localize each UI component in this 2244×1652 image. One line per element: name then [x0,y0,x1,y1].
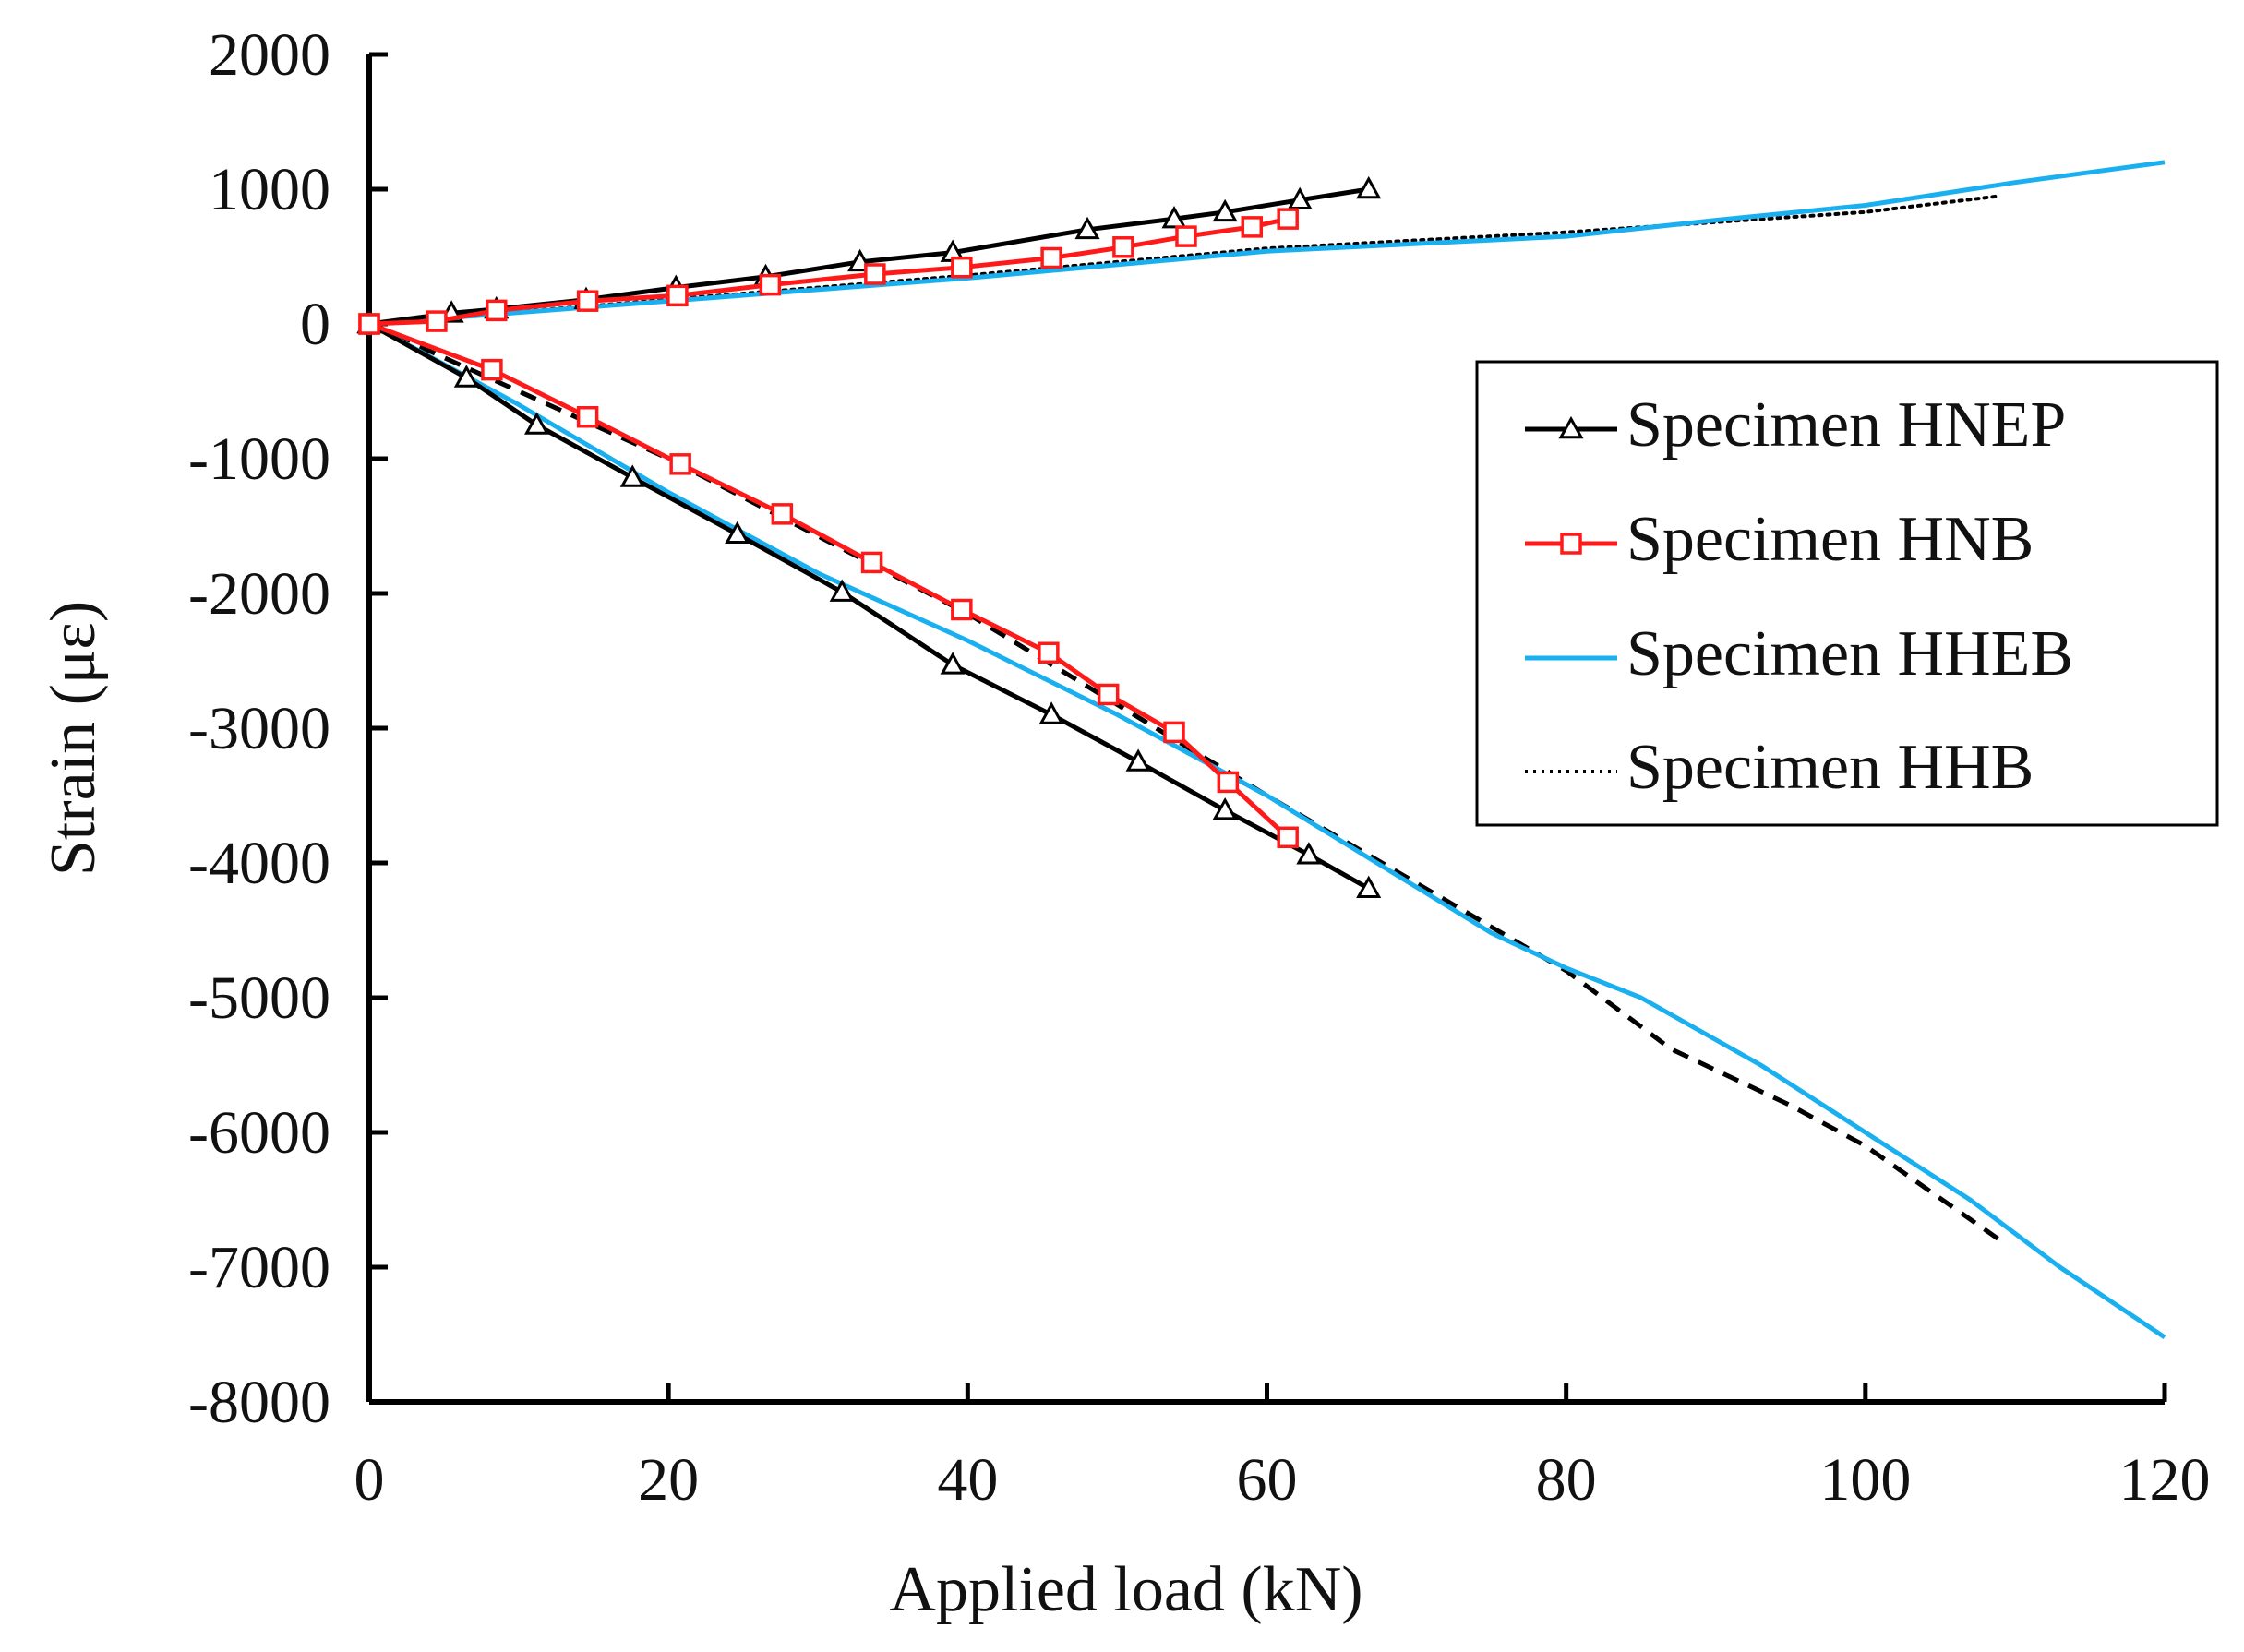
y-tick-label: -1000 [188,425,330,493]
data-point-marker [951,256,973,279]
data-point-marker [1212,796,1238,820]
data-point-marker [1296,842,1322,865]
legend-label-hhb: Specimen HHB [1626,732,2034,803]
x-axis-title: Applied load (kN) [889,1554,1362,1625]
data-point-marker [1277,826,1299,849]
data-point-marker [619,464,645,487]
data-point-marker [1038,641,1060,664]
data-point-marker [725,521,750,545]
series-line-branch-0 [367,321,2002,1242]
y-tick-label: -2000 [188,560,330,628]
legend: Specimen HNEP Specimen HNB Specimen HHEB… [1475,360,2219,827]
series-dashed-reference [367,321,2002,1242]
legend-label-hnep: Specimen HNEP [1626,389,2066,461]
data-point-marker [669,453,691,475]
x-tick-label: 80 [1536,1446,1597,1514]
data-point-marker [481,358,503,381]
data-point-marker [523,412,550,435]
data-point-marker [864,263,886,285]
data-point-marker [1112,236,1134,258]
y-tick-label: -5000 [188,964,330,1032]
y-tick-label: -3000 [188,695,330,762]
y-tick-label: -8000 [188,1369,330,1436]
data-point-marker [358,313,380,335]
data-point-marker [1277,208,1299,230]
data-point-marker [1163,721,1185,744]
x-tick-label: 0 [354,1446,385,1514]
data-point-marker [829,579,855,602]
y-tick-label: 0 [300,291,330,358]
data-point-marker [1038,701,1064,724]
data-point-marker [1241,216,1264,238]
data-point-marker [1097,683,1120,706]
data-point-marker [1125,748,1151,772]
legend-box [1475,360,2219,827]
data-point-marker [1074,216,1100,240]
data-point-marker [666,284,689,307]
x-tick-label: 100 [1819,1446,1911,1514]
data-point-marker [453,365,479,388]
y-axis-title: Strain (με) [38,601,109,876]
legend-marker-symbol [1560,533,1582,555]
x-tick-label: 40 [937,1446,998,1514]
data-point-marker [759,273,782,296]
data-point-marker [426,310,448,332]
data-point-marker [1287,186,1313,209]
y-tick-label: -7000 [188,1234,330,1301]
data-point-marker [576,405,599,428]
y-tick-label: -6000 [188,1099,330,1167]
data-point-marker [1175,225,1197,247]
y-tick-label: 1000 [209,156,330,223]
x-tick-label: 20 [638,1446,699,1514]
legend-label-hheb: Specimen HHEB [1626,618,2073,689]
data-point-marker [1040,246,1062,269]
data-point-marker [576,290,599,312]
y-tick-label: -4000 [188,830,330,897]
data-point-marker [486,299,508,322]
x-tick-label: 60 [1237,1446,1298,1514]
data-point-marker [1356,175,1382,199]
series-specimen-hnb [358,208,1299,849]
x-tick-label: 120 [2119,1446,2211,1514]
data-point-marker [860,551,883,574]
data-point-marker [1217,771,1240,794]
ticks: 0 20 40 60 80 100 120 2000 1000 0 -1000 -2000 -3000 -… [188,21,2210,1514]
data-point-marker [951,598,973,621]
data-point-marker [1356,875,1382,899]
data-series [356,160,2166,1339]
series-line-branch-1 [367,321,1370,891]
legend-symbols [1525,415,1617,773]
data-point-marker [1161,206,1187,229]
data-point-marker [1212,198,1238,222]
legend-marker-symbol [1558,415,1584,439]
data-point-marker [940,652,966,675]
data-point-marker [771,503,794,525]
y-tick-label: 2000 [209,21,330,89]
legend-label-hnb: Specimen HNB [1626,504,2034,575]
